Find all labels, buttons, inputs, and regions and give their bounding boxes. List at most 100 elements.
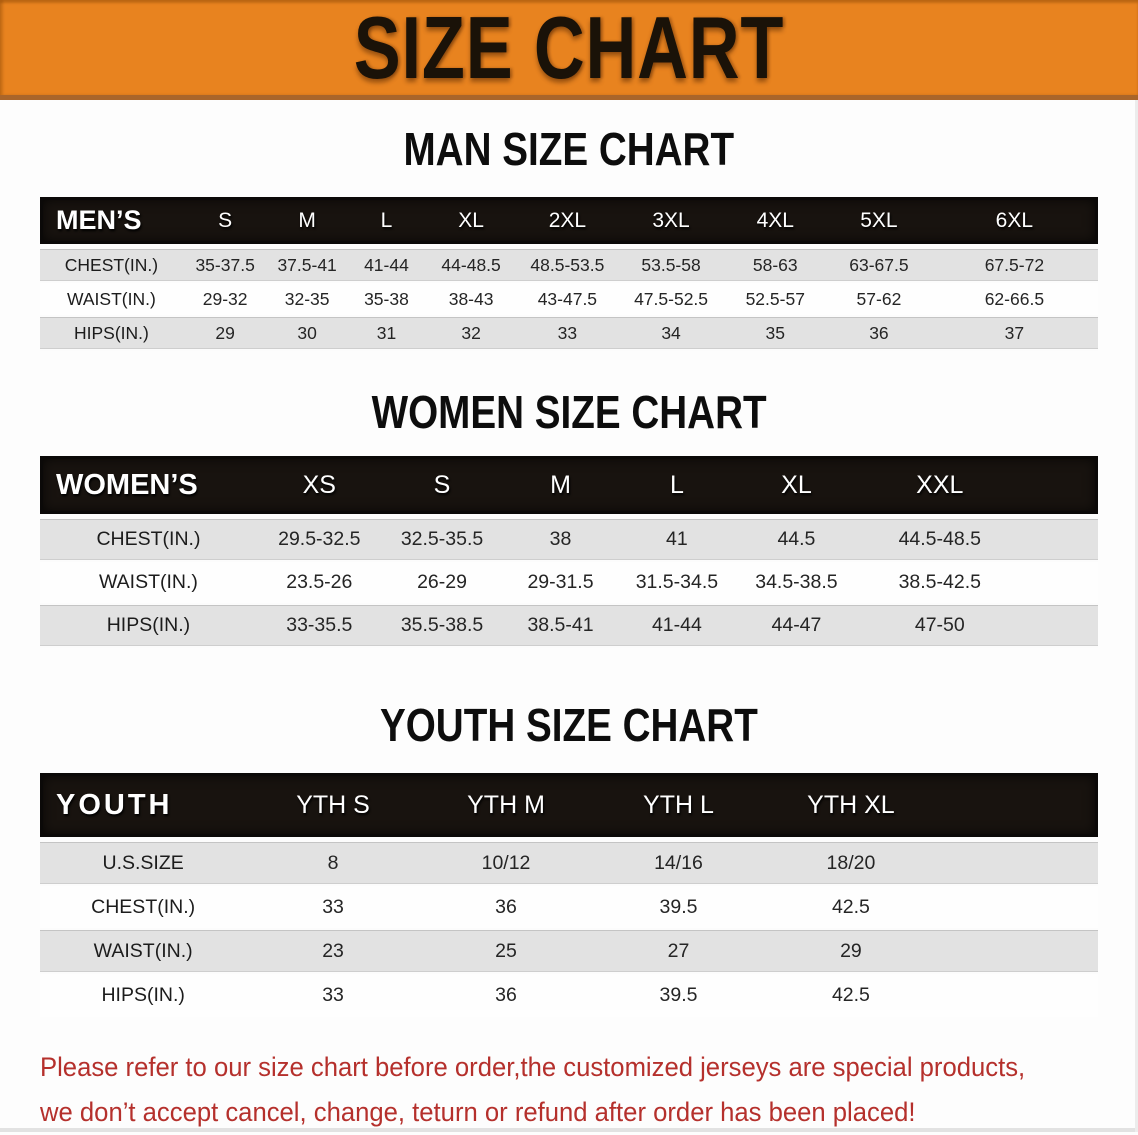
women-section-heading: WOMEN SIZE CHART [0, 386, 1138, 438]
row-label: CHEST(IN.) [40, 517, 257, 562]
size-value-cell: 44.5-48.5 [857, 517, 1022, 562]
size-column-label: YTH XL [807, 790, 895, 819]
size-value-cell: 38-43 [426, 282, 517, 316]
size-value-cell: 47.5-52.5 [618, 282, 724, 316]
youth-section-heading: YOUTH SIZE CHART [0, 702, 1138, 748]
size-value-cell: 18/20 [764, 840, 938, 886]
spacer-cell [937, 885, 1098, 929]
banner: SIZE CHART [0, 0, 1138, 100]
size-value-cell: 36 [827, 315, 931, 351]
size-value-cell: 32-35 [267, 282, 347, 316]
size-value-cell: 31.5-34.5 [618, 561, 736, 604]
size-value-cell: 29.5-32.5 [256, 517, 382, 562]
size-value-cell: 34.5-38.5 [735, 561, 858, 604]
size-value-cell: 33-35.5 [256, 603, 382, 648]
size-column-label: 2XL [548, 208, 587, 232]
size-value-cell: 35.5-38.5 [381, 603, 503, 648]
size-column-label: XXL [916, 470, 964, 499]
table-row: WAIST(IN.) 23 25 27 29 [40, 928, 1098, 974]
size-column-label: 4XL [756, 208, 794, 232]
size-value-cell: 35-38 [346, 282, 427, 316]
size-value-cell: 67.5-72 [930, 247, 1098, 283]
size-column-label: M [298, 208, 316, 232]
size-value-cell: 32 [426, 315, 517, 351]
size-value-cell: 30 [267, 315, 347, 351]
table-row: HIPS(IN.) 29 30 31 32 33 34 35 36 37 [40, 315, 1098, 351]
size-value-cell: 37 [930, 315, 1098, 351]
size-value-cell: 39.5 [592, 973, 765, 1017]
size-value-cell: 41 [618, 517, 736, 562]
women-section-heading-text: WOMEN SIZE CHART [371, 386, 767, 438]
disclaimer: Please refer to our size chart before or… [40, 1045, 1083, 1135]
size-value-cell: 42.5 [764, 973, 938, 1017]
spacer-cell [1021, 561, 1098, 604]
group-label: MEN’S [56, 205, 142, 235]
size-value-cell: 38 [502, 517, 619, 562]
group-label: YOUTH [56, 788, 173, 821]
size-column-label: S [218, 208, 233, 232]
men-size-table: MEN’S S M L XL 2XL 3XL 4XL 5XL 6XL CHEST(IN.) 35-3… [40, 197, 1098, 351]
disclaimer-line-2: we don’t accept cancel, change, teturn o… [40, 1097, 916, 1127]
size-column-label: L [380, 208, 393, 232]
size-column-label: XL [781, 470, 812, 499]
size-value-cell: 38.5-42.5 [857, 561, 1022, 604]
spacer-cell [937, 928, 1098, 974]
women-header-bar: WOMEN’S XS S M L XL XXL [40, 456, 1098, 514]
disclaimer-line-1: Please refer to our size chart before or… [40, 1052, 1026, 1082]
row-label: WAIST(IN.) [40, 928, 247, 974]
size-value-cell: 44-47 [735, 603, 858, 648]
size-value-cell: 37.5-41 [267, 247, 347, 283]
table-row: HIPS(IN.) 33-35.5 35.5-38.5 38.5-41 41-44 44-… [40, 603, 1098, 648]
group-label: WOMEN’S [56, 468, 198, 501]
size-value-cell: 23.5-26 [256, 561, 382, 604]
size-value-cell: 25 [419, 928, 593, 974]
youth-table: U.S.SIZE 8 10/12 14/16 18/20 CHEST(IN.) 33 36 39… [40, 840, 1098, 1017]
size-value-cell: 29 [182, 315, 268, 351]
men-section-heading-text: MAN SIZE CHART [403, 123, 735, 175]
size-value-cell: 26-29 [381, 561, 503, 604]
row-label: CHEST(IN.) [40, 885, 247, 929]
table-row: WAIST(IN.) 23.5-26 26-29 29-31.5 31.5-34.5 34… [40, 561, 1098, 604]
size-value-cell: 36 [419, 885, 593, 929]
size-value-cell: 32.5-35.5 [381, 517, 503, 562]
spacer-cell [937, 973, 1098, 1017]
size-value-cell: 62-66.5 [930, 282, 1098, 316]
row-label: U.S.SIZE [40, 840, 247, 886]
table-row: CHEST(IN.) 29.5-32.5 32.5-35.5 38 41 44.5 44.5… [40, 517, 1098, 562]
size-value-cell: 33 [246, 973, 420, 1017]
women-table: CHEST(IN.) 29.5-32.5 32.5-35.5 38 41 44.5 44.5… [40, 517, 1098, 648]
size-value-cell: 33 [246, 885, 420, 929]
men-section-heading: MAN SIZE CHART [0, 123, 1138, 175]
men-header-bar: MEN’S S M L XL 2XL 3XL 4XL 5XL 6XL [40, 197, 1098, 244]
row-label: HIPS(IN.) [40, 315, 183, 351]
size-value-cell: 29 [764, 928, 938, 974]
size-value-cell: 34 [618, 315, 724, 351]
size-value-cell: 23 [246, 928, 420, 974]
size-value-cell: 35 [723, 315, 828, 351]
table-row: WAIST(IN.) 29-32 32-35 35-38 38-43 43-47.5 47.… [40, 282, 1098, 316]
size-column-label: YTH M [467, 790, 545, 819]
size-value-cell: 39.5 [592, 885, 765, 929]
size-value-cell: 38.5-41 [502, 603, 619, 648]
row-label: WAIST(IN.) [40, 561, 257, 604]
size-value-cell: 47-50 [857, 603, 1022, 648]
size-value-cell: 44.5 [735, 517, 858, 562]
size-value-cell: 29-32 [182, 282, 268, 316]
spacer-cell [1021, 517, 1098, 562]
size-value-cell: 53.5-58 [618, 247, 724, 283]
size-value-cell: 42.5 [764, 885, 938, 929]
size-value-cell: 14/16 [592, 840, 765, 886]
size-value-cell: 33 [516, 315, 619, 351]
size-column-label: XS [302, 470, 336, 499]
table-row: HIPS(IN.) 33 36 39.5 42.5 [40, 973, 1098, 1017]
size-value-cell: 10/12 [419, 840, 593, 886]
banner-title: SIZE CHART [353, 0, 785, 97]
size-column-label: 6XL [995, 208, 1034, 232]
size-value-cell: 27 [592, 928, 765, 974]
size-column-label: 3XL [652, 208, 690, 232]
size-value-cell: 58-63 [723, 247, 828, 283]
row-label: WAIST(IN.) [40, 282, 183, 316]
spacer-cell [937, 840, 1098, 886]
size-value-cell: 41-44 [346, 247, 427, 283]
